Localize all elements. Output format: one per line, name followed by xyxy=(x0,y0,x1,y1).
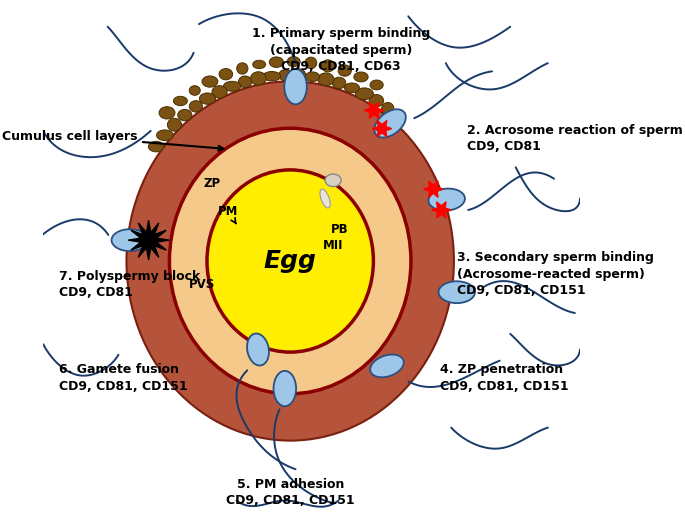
Ellipse shape xyxy=(167,118,182,131)
Ellipse shape xyxy=(263,72,281,81)
Ellipse shape xyxy=(438,281,475,303)
Ellipse shape xyxy=(189,101,202,112)
Ellipse shape xyxy=(370,80,383,90)
Ellipse shape xyxy=(332,77,346,89)
Ellipse shape xyxy=(169,128,411,394)
Ellipse shape xyxy=(279,69,292,81)
Ellipse shape xyxy=(321,60,334,72)
Ellipse shape xyxy=(356,88,373,100)
Text: 7. Polyspermy block
CD9, CD81: 7. Polyspermy block CD9, CD81 xyxy=(60,270,201,299)
Ellipse shape xyxy=(306,72,320,81)
Polygon shape xyxy=(432,202,451,218)
Ellipse shape xyxy=(207,170,373,352)
Ellipse shape xyxy=(202,76,218,87)
Ellipse shape xyxy=(287,56,300,67)
Ellipse shape xyxy=(173,96,187,105)
Text: 5. PM adhesion
CD9, CD81, CD151: 5. PM adhesion CD9, CD81, CD151 xyxy=(226,478,355,507)
Ellipse shape xyxy=(338,65,351,76)
Text: PM: PM xyxy=(219,205,238,223)
Ellipse shape xyxy=(273,371,296,406)
Ellipse shape xyxy=(305,57,316,68)
Text: 6. Gamete fusion
CD9, CD81, CD151: 6. Gamete fusion CD9, CD81, CD151 xyxy=(60,363,188,393)
Polygon shape xyxy=(364,102,384,118)
Ellipse shape xyxy=(284,69,307,104)
Ellipse shape xyxy=(354,72,368,82)
Text: 3. Secondary sperm binding
(Acrosome-reacted sperm)
CD9, CD81, CD151: 3. Secondary sperm binding (Acrosome-rea… xyxy=(457,251,653,297)
Ellipse shape xyxy=(374,109,406,137)
Ellipse shape xyxy=(318,73,334,86)
Ellipse shape xyxy=(369,94,384,107)
Ellipse shape xyxy=(269,57,284,67)
Text: Egg: Egg xyxy=(264,249,316,273)
Ellipse shape xyxy=(219,68,233,80)
Text: 1. Primary sperm binding
(capacitated sperm)
CD9, CD81, CD63: 1. Primary sperm binding (capacitated sp… xyxy=(252,27,430,73)
Text: 2. Acrosome reaction of sperm
CD9, CD81: 2. Acrosome reaction of sperm CD9, CD81 xyxy=(467,124,683,153)
Ellipse shape xyxy=(112,229,148,251)
Polygon shape xyxy=(423,181,443,197)
Ellipse shape xyxy=(223,81,241,91)
Polygon shape xyxy=(373,121,392,137)
Polygon shape xyxy=(128,220,169,260)
Ellipse shape xyxy=(345,83,360,92)
Text: 4. ZP penetration
CD9, CD81, CD151: 4. ZP penetration CD9, CD81, CD151 xyxy=(440,363,569,393)
Ellipse shape xyxy=(212,86,227,98)
Text: PVS: PVS xyxy=(188,278,215,291)
Ellipse shape xyxy=(237,63,248,74)
Ellipse shape xyxy=(429,188,465,210)
Ellipse shape xyxy=(157,130,173,140)
Text: Cumulus cell layers: Cumulus cell layers xyxy=(2,129,223,151)
Text: PB: PB xyxy=(330,223,348,236)
Ellipse shape xyxy=(251,72,266,85)
Ellipse shape xyxy=(320,189,330,208)
Ellipse shape xyxy=(253,60,266,68)
Ellipse shape xyxy=(382,102,394,115)
Ellipse shape xyxy=(247,334,269,365)
Ellipse shape xyxy=(238,76,252,88)
Ellipse shape xyxy=(177,110,192,121)
Text: MII: MII xyxy=(323,239,343,252)
Ellipse shape xyxy=(199,93,216,104)
Ellipse shape xyxy=(325,174,341,186)
Ellipse shape xyxy=(127,81,454,441)
Text: ZP: ZP xyxy=(204,177,221,191)
Ellipse shape xyxy=(292,69,306,82)
Ellipse shape xyxy=(149,141,164,152)
Ellipse shape xyxy=(159,106,175,119)
Ellipse shape xyxy=(370,354,403,377)
Ellipse shape xyxy=(189,86,200,96)
